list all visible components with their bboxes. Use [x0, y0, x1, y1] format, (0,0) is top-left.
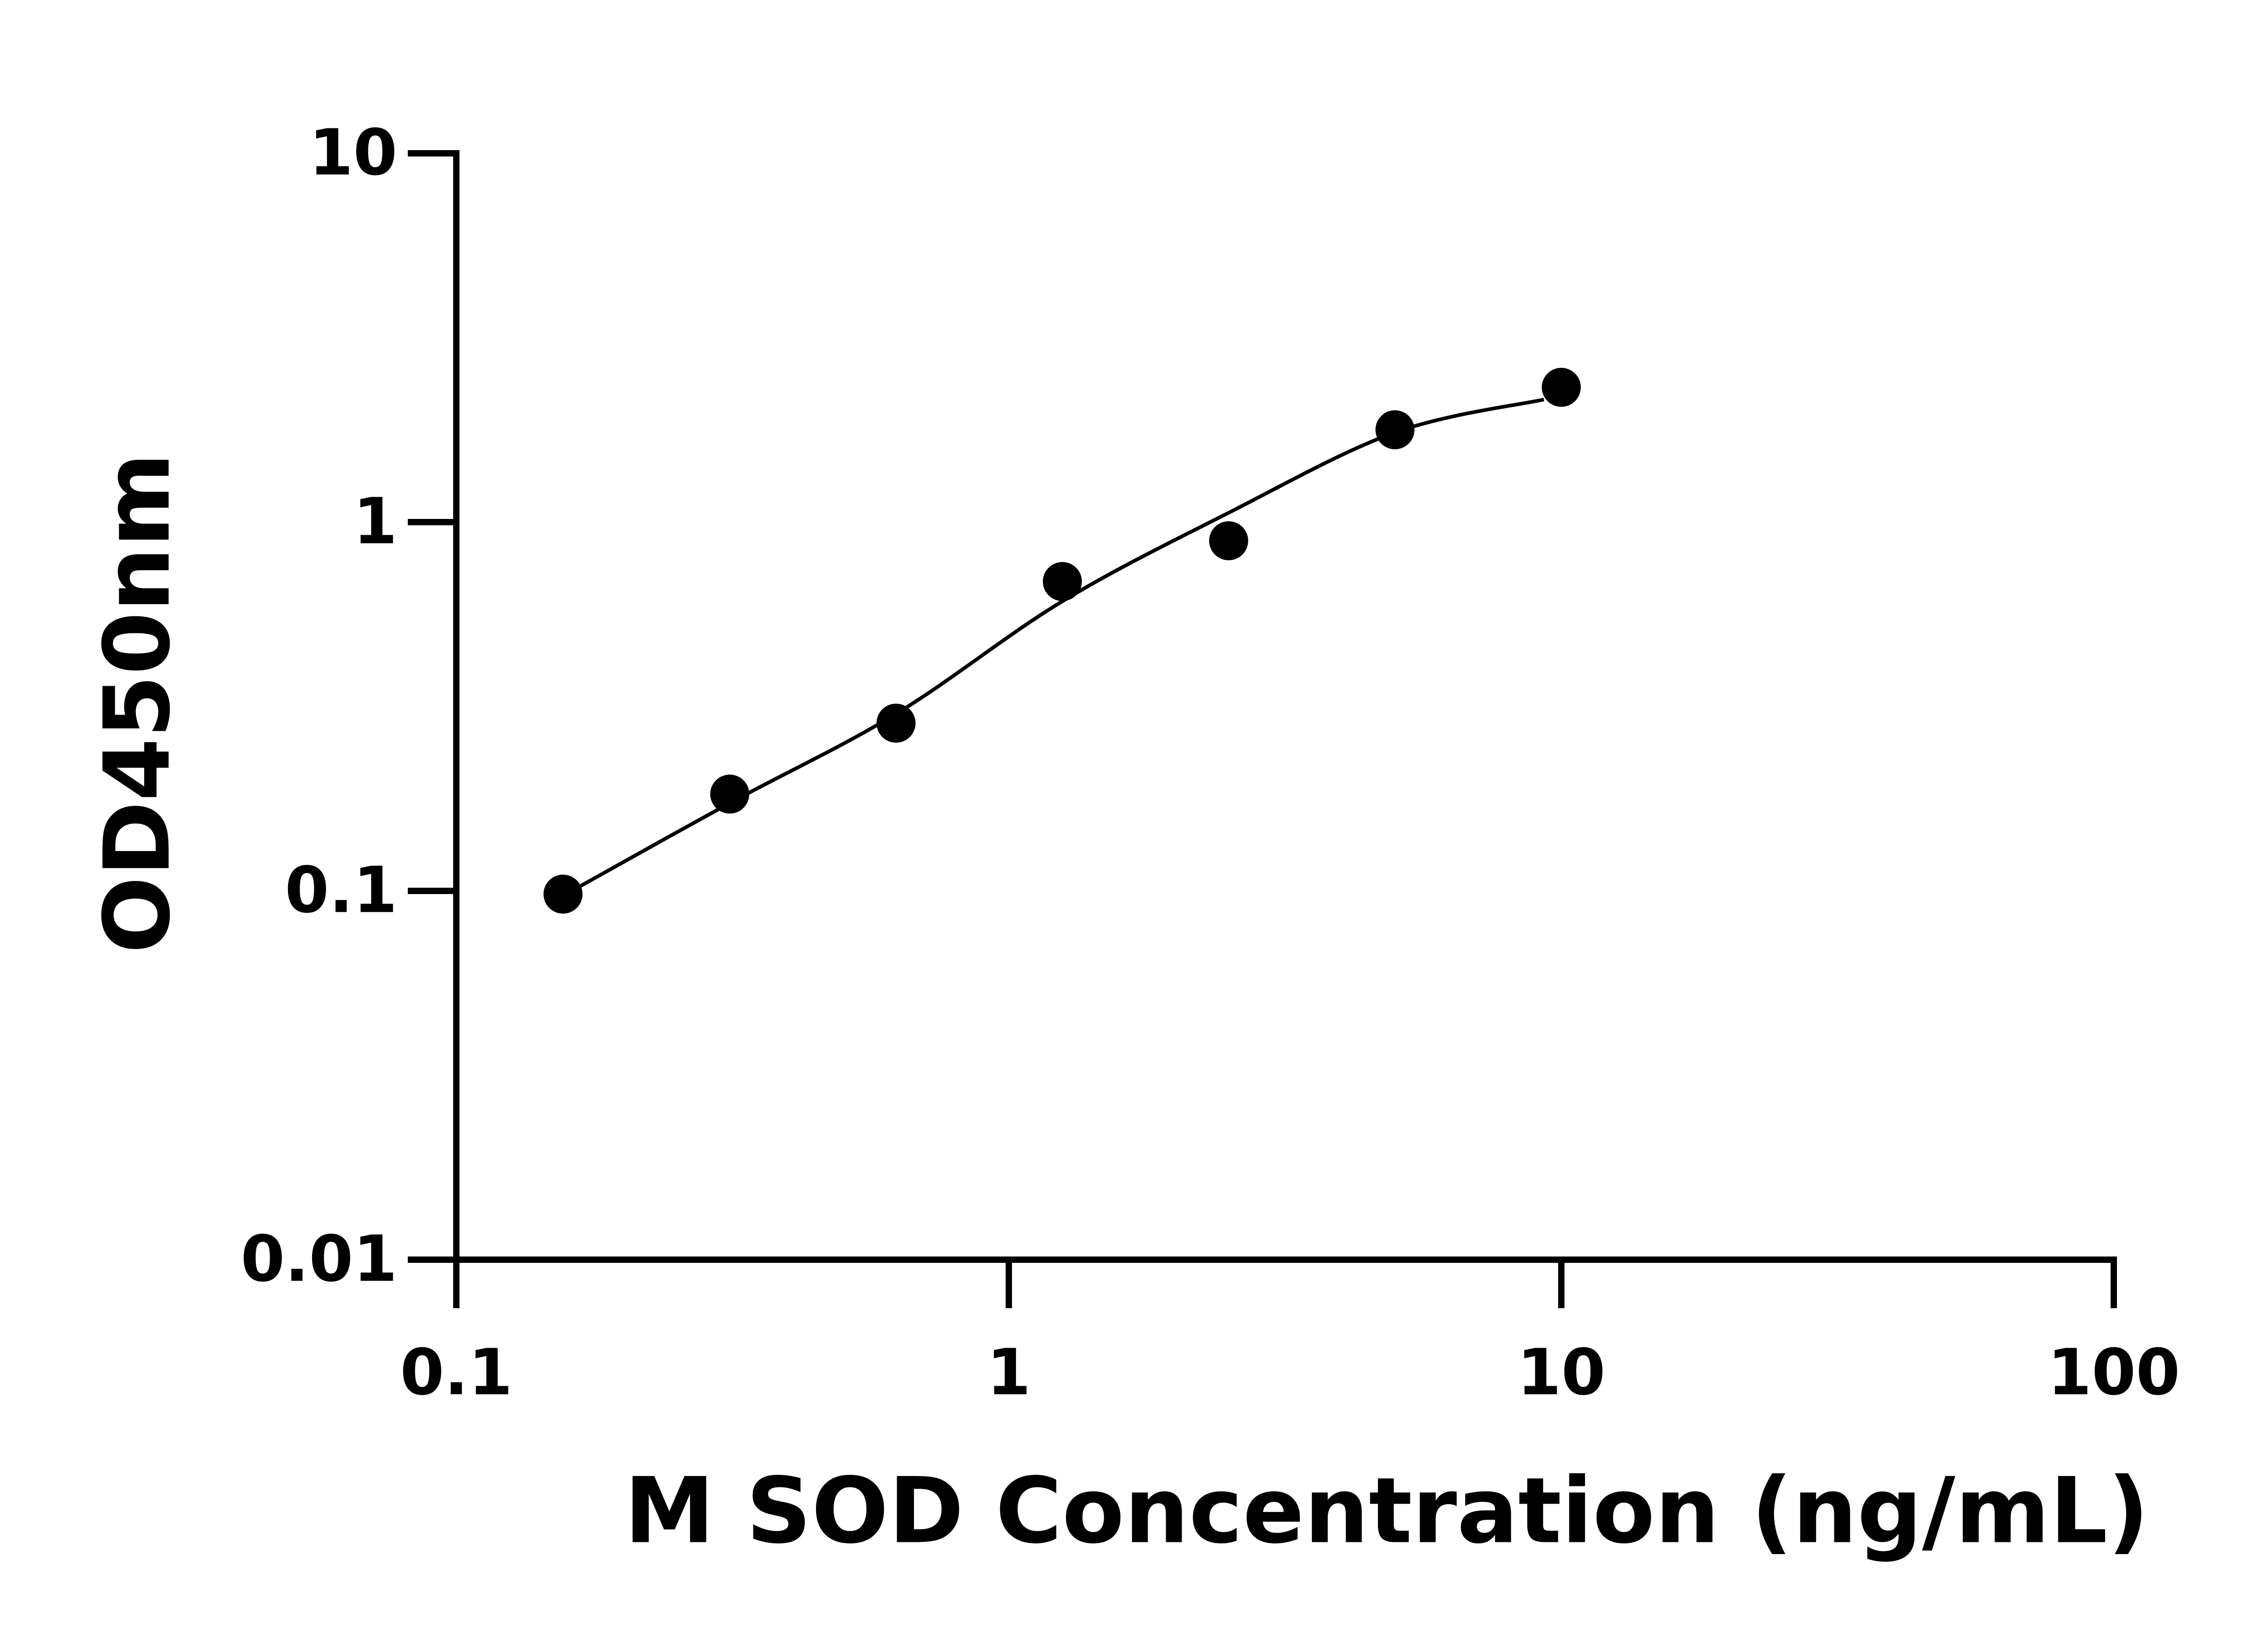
fit-curve: [562, 397, 1545, 898]
data-point: [1043, 562, 1082, 601]
y-tick-label: 0.1: [285, 854, 397, 928]
data-point: [1375, 410, 1415, 450]
data-point: [710, 774, 749, 814]
x-tick-label: 1: [987, 1336, 1031, 1410]
data-point: [1542, 367, 1581, 407]
x-axis-title: M SOD Concentration (ng/mL): [624, 1458, 2149, 1564]
y-tick-label: 0.01: [241, 1222, 397, 1296]
x-tick-label: 0.1: [400, 1336, 513, 1410]
y-tick-label: 10: [309, 116, 397, 190]
y-tick-label: 1: [353, 485, 397, 559]
data-point: [1209, 521, 1248, 561]
x-tick-label: 10: [1517, 1336, 1606, 1410]
data-point: [876, 704, 916, 743]
y-axis-title: OD450nm: [85, 453, 191, 953]
x-tick-label: 100: [2048, 1336, 2180, 1410]
